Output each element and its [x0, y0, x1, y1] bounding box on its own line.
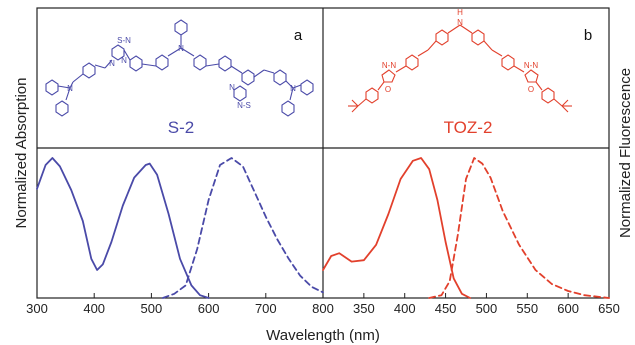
x-tick-label: 400 [83, 301, 105, 316]
absorption-curve-a [36, 157, 210, 299]
atom-label: H [457, 8, 463, 17]
fluorescence-curve-b [428, 157, 610, 299]
atom-label: N-S [237, 101, 251, 110]
x-tick-label: 400 [394, 301, 416, 316]
x-axis-label: Wavelength (nm) [266, 327, 380, 344]
atom-label: N-N [382, 61, 396, 70]
x-tick-label: 600 [557, 301, 579, 316]
atom-label: N [457, 18, 463, 27]
x-tick-label: 450 [435, 301, 457, 316]
atom-label: N [178, 44, 184, 53]
x-tick-label: 550 [516, 301, 538, 316]
atom-label: N [67, 84, 73, 93]
absorption-curve-b [322, 157, 471, 299]
diphenylamine-oxadiazole-structure [348, 24, 572, 113]
fluorescence-curve-a [161, 157, 324, 299]
spectra-panel-b: 350 400 450 500 550 600 650 [322, 157, 620, 316]
x-tick-label: 800 [312, 301, 334, 316]
triphenylamine-benzothiadiazole-structure [45, 19, 314, 117]
x-tick-label: 350 [353, 301, 375, 316]
x-tick-label: 700 [255, 301, 277, 316]
atom-label: O [385, 85, 391, 94]
atom-label: N [290, 84, 296, 93]
compound-name-toz2: TOZ-2 [444, 118, 493, 137]
atom-label: S-N [117, 36, 131, 45]
atom-labels-toz2: H N N-N O N-N O [382, 8, 538, 94]
atom-labels-s2: N N N S-N N N-S N N [67, 36, 296, 110]
x-tick-label: 300 [26, 301, 48, 316]
atom-label: N [109, 59, 115, 68]
atom-label: N-N [524, 61, 538, 70]
atom-label: N [229, 83, 235, 92]
x-tick-label: 500 [476, 301, 498, 316]
compound-name-s2: S-2 [168, 118, 194, 137]
panel-letter-a: a [294, 27, 303, 44]
spectra-panel-a: 300 400 500 600 700 800 [26, 157, 334, 316]
x-tick-label: 600 [198, 301, 220, 316]
x-tick-label: 650 [598, 301, 620, 316]
atom-label: N [121, 56, 127, 65]
atom-label: O [528, 85, 534, 94]
x-tick-label: 500 [141, 301, 163, 316]
y-axis-label-left: Normalized Absorption [13, 78, 30, 229]
panel-letter-b: b [584, 27, 592, 44]
y-axis-label-right: Normalized Fluorescence [617, 68, 634, 238]
